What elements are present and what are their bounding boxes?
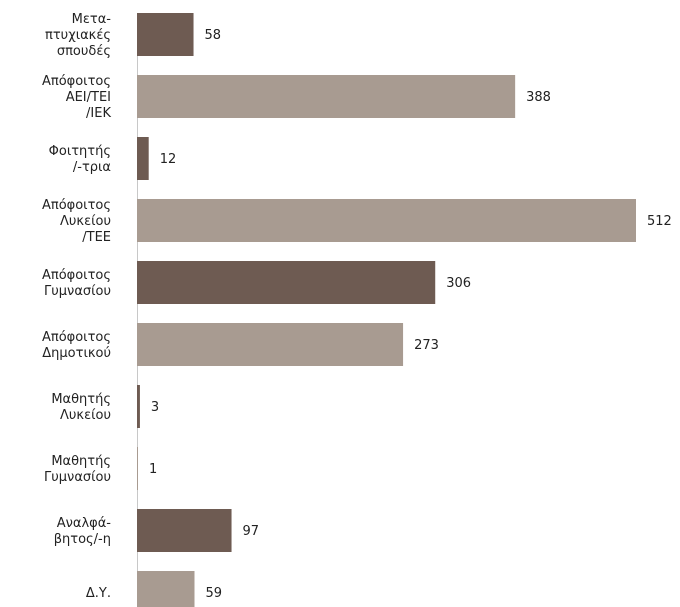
bar-value-label: 306 <box>446 276 471 291</box>
bar-value-label: 58 <box>205 28 222 43</box>
bar-value-label: 3 <box>151 400 159 415</box>
bar <box>137 385 140 428</box>
bar-value-label: 512 <box>647 214 672 229</box>
category-tick-label: Μαθητής Λυκείου <box>51 392 111 423</box>
bar <box>137 571 195 607</box>
category-tick-label: Απόφοιτος ΑΕΙ/ΤΕΙ/ΙΕΚ <box>42 74 111 121</box>
bar-value-label: 59 <box>206 586 223 601</box>
bar <box>137 13 194 56</box>
bar-value-label: 1 <box>149 462 157 477</box>
bar <box>137 137 149 180</box>
category-tick-label: Δ.Υ. <box>86 586 111 601</box>
category-tick-label: Μαθητής Γυμνασίου <box>44 454 111 485</box>
bar-value-label: 273 <box>414 338 439 353</box>
bar <box>137 199 636 242</box>
category-tick-label: Απόφοιτος Δημοτικού <box>42 330 111 361</box>
bar <box>137 447 138 490</box>
bar-value-label: 388 <box>526 90 551 105</box>
bars-group: Μετα-πτυχιακές σπουδές 58 Απόφοιτος ΑΕΙ/ΤΕΙ /… <box>42 12 672 607</box>
category-tick-label: Μετα-πτυχιακές σπουδές <box>45 12 111 59</box>
bar-value-label: 97 <box>243 524 260 539</box>
bar <box>137 75 516 118</box>
bar-value-label: 12 <box>160 152 177 167</box>
category-tick-label: Φοιτητής/-τρια <box>49 144 111 175</box>
category-tick-label: Απόφοιτος Γυμνασίου <box>42 268 111 299</box>
category-tick-label: Αναλφά-βητος/-η <box>54 516 112 547</box>
bar <box>137 323 404 366</box>
bar <box>137 509 232 552</box>
category-tick-label: Απόφοιτος Λυκείου/ΤΕΕ <box>42 198 111 245</box>
bar <box>137 261 436 304</box>
